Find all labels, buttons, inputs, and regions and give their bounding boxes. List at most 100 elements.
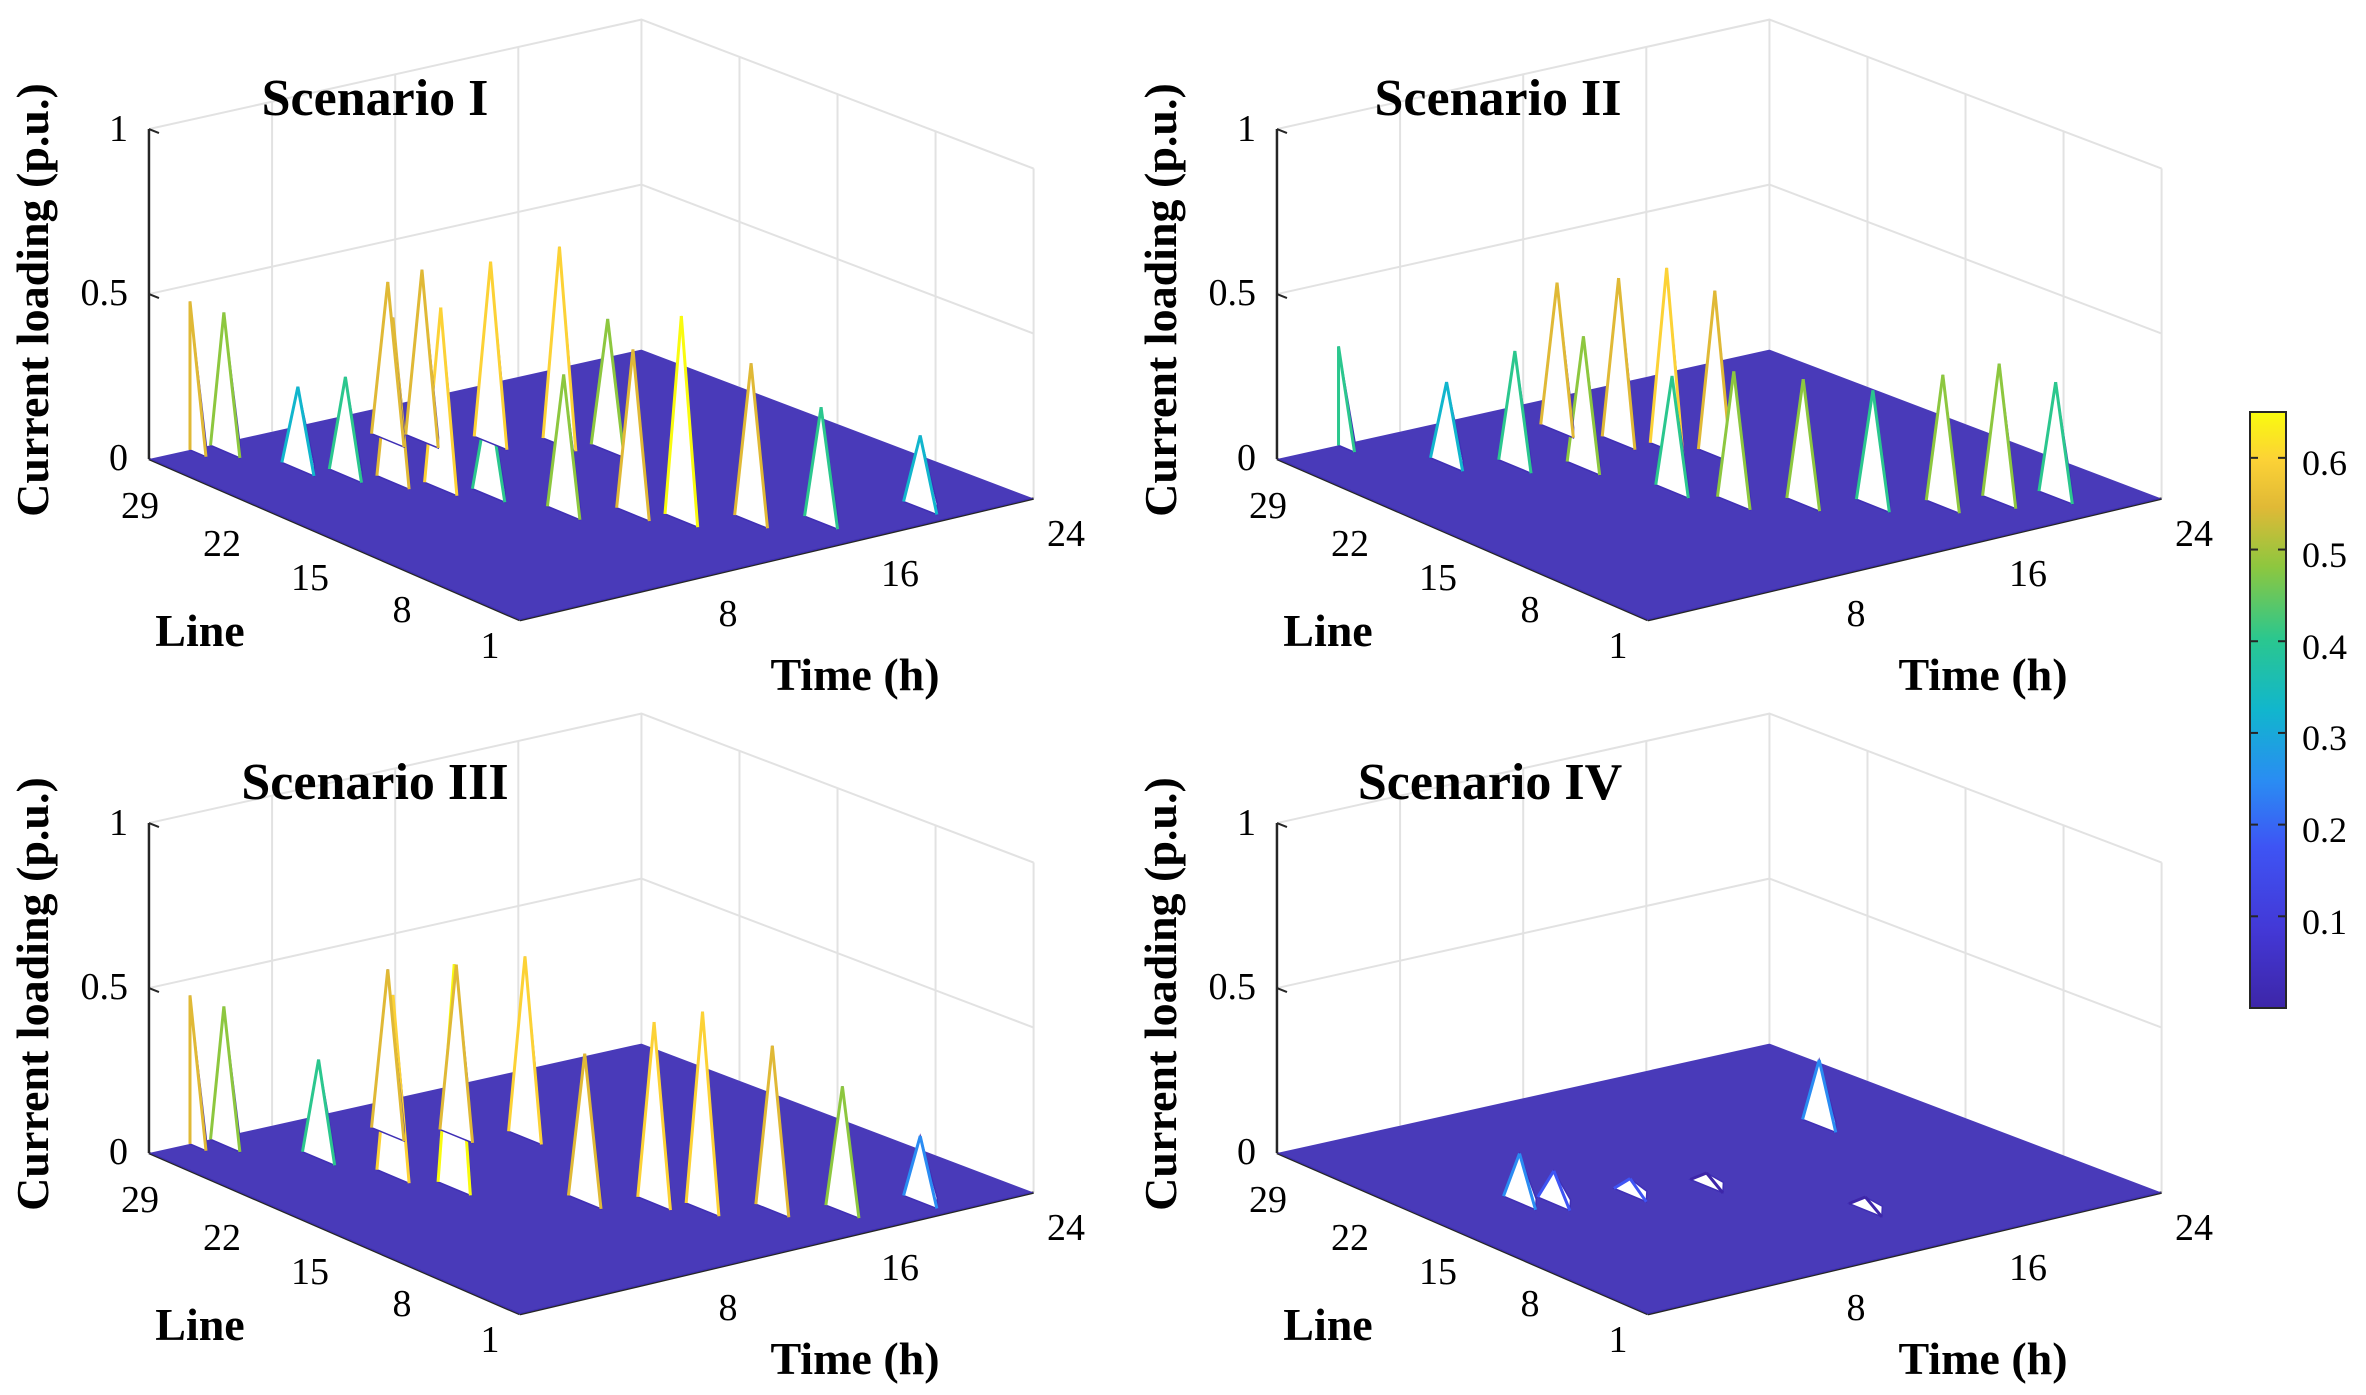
line-tick-15: 15 — [1419, 557, 1457, 599]
line-tick-8: 8 — [393, 589, 412, 631]
time-tick-8: 8 — [719, 1287, 738, 1329]
colorbar-tick-0.2: 0.2 — [2302, 810, 2347, 850]
peak-ridge — [209, 1006, 226, 1140]
peak-ridge — [1617, 277, 1637, 450]
peak-ridge — [1801, 1059, 1821, 1120]
panel-scenario-1: Scenario I 0 0.5 1 29 22 15 8 1 8 16 24 … — [7, 18, 1085, 700]
colorbar-ticks — [2250, 456, 2286, 918]
peak-ridge — [1817, 1059, 1838, 1133]
line-tick-8: 8 — [1521, 1283, 1540, 1325]
peak-ridge — [343, 376, 363, 483]
z-tick-1: 1 — [1237, 108, 1256, 150]
peak-ridge — [439, 307, 459, 496]
line-tick-1: 1 — [481, 625, 500, 667]
peak — [473, 261, 508, 451]
surface-floor — [1276, 1043, 2162, 1315]
peak-ridge — [684, 1011, 705, 1204]
peak-ridge — [1429, 381, 1449, 459]
peak-ridge — [679, 315, 700, 528]
z-tick-mark — [1276, 987, 1288, 993]
peak-ridge — [819, 406, 840, 530]
peak-ridge — [1732, 371, 1752, 511]
z-tick-mark — [1276, 128, 1288, 134]
peak-ridge — [1665, 267, 1685, 457]
peak — [439, 964, 474, 1144]
peak-ridge — [1696, 290, 1717, 450]
peak-ridge — [386, 969, 406, 1142]
peak-ridge — [523, 956, 543, 1145]
peak — [370, 281, 406, 449]
z-gridline — [1276, 877, 2162, 1029]
peak — [404, 269, 440, 450]
peak-ridge — [1871, 390, 1891, 513]
line-tick-29: 29 — [1249, 485, 1287, 527]
peak — [301, 1059, 336, 1167]
peak-ridge — [557, 246, 578, 452]
peak-ridge — [615, 349, 635, 508]
peak — [507, 956, 543, 1146]
panel-title: Scenario II — [1375, 70, 1622, 127]
z-tick-mark — [1276, 293, 1288, 299]
line-axis-label: Line — [1283, 605, 1372, 656]
peak-ridge — [770, 1045, 791, 1218]
z-axis-label: Current loading (p.u.) — [7, 777, 58, 1211]
panel-scenario-4: Scenario IV 0 0.5 1 29 22 15 8 1 8 16 24… — [1135, 712, 2213, 1384]
colorbar-gradient — [2249, 411, 2287, 1009]
peak-ridge — [209, 312, 226, 446]
peak-ridge — [803, 406, 823, 517]
peak-ridge — [1502, 1152, 1521, 1197]
peak-ridge — [370, 969, 390, 1128]
line-axis-label: Line — [1283, 1299, 1372, 1350]
z-tick-mark — [148, 293, 160, 299]
z-tick-mark — [148, 128, 160, 134]
peak-ridge — [1670, 375, 1690, 499]
peak-ridge — [2054, 381, 2074, 505]
peak-ridge — [404, 269, 424, 435]
time-tick-16: 16 — [2009, 553, 2047, 595]
peak-ridge — [1497, 350, 1517, 460]
z-axis-label: Current loading (p.u.) — [1135, 777, 1186, 1211]
peak-ridge — [824, 1086, 844, 1206]
peak-ridge — [606, 318, 626, 458]
peak-ridge — [589, 318, 610, 445]
peak-ridge — [472, 261, 493, 437]
z-gridline — [148, 183, 1034, 335]
peak-ridge — [902, 1135, 922, 1196]
z-tick-0: 0 — [1237, 437, 1256, 479]
colorbar-tick-0.3: 0.3 — [2302, 718, 2347, 758]
peak-ridge — [327, 376, 347, 470]
peak-series — [188, 246, 939, 531]
peak-ridge — [1981, 363, 2001, 496]
colorbar: 0.1 0.2 0.3 0.4 0.5 0.6 — [2249, 411, 2347, 1009]
peak-ridge — [222, 1006, 242, 1153]
line-tick-22: 22 — [203, 523, 241, 565]
peak-ridge — [918, 1135, 939, 1209]
colorbar-tick-0.1: 0.1 — [2302, 902, 2347, 942]
line-tick-1: 1 — [1609, 625, 1628, 667]
z-tick-0.5: 0.5 — [1209, 966, 1257, 1008]
peak-series — [188, 956, 939, 1220]
peak-ridge — [1715, 371, 1736, 497]
peak-ridge — [583, 1053, 603, 1210]
peak-ridge — [1785, 379, 1805, 499]
peak-ridge — [1552, 1170, 1572, 1212]
line-tick-22: 22 — [1331, 523, 1369, 565]
peak-ridge — [545, 374, 566, 507]
peak-ridge — [636, 1021, 656, 1198]
z-tick-0.5: 0.5 — [81, 966, 129, 1008]
time-axis-label: Time (h) — [770, 1333, 939, 1384]
peak-ridge — [1848, 1195, 1866, 1206]
time-tick-24: 24 — [2175, 1207, 2213, 1249]
time-tick-16: 16 — [881, 553, 919, 595]
z-gridline — [1276, 183, 2162, 335]
z-tick-0.5: 0.5 — [81, 272, 129, 314]
peak-ridge — [222, 312, 242, 459]
z-axis-label: Current loading (p.u.) — [1135, 83, 1186, 517]
peak-ridge — [1924, 374, 1945, 501]
z-tick-mark — [148, 822, 160, 828]
z-tick-0: 0 — [109, 1131, 128, 1173]
colorbar-tick-0.4: 0.4 — [2302, 627, 2347, 667]
peak-ridge — [420, 269, 440, 449]
time-tick-24: 24 — [1047, 1207, 1085, 1249]
peak-ridge — [370, 281, 390, 434]
